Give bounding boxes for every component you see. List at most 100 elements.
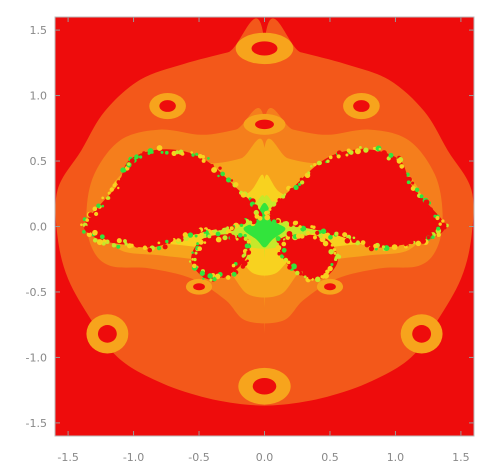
boundary-speck: [193, 257, 197, 262]
boundary-speck: [222, 235, 228, 241]
boundary-speck: [86, 228, 92, 233]
boundary-speck: [334, 231, 339, 236]
boundary-speck: [336, 154, 341, 159]
boundary-speck: [116, 244, 121, 249]
boundary-speck: [287, 265, 292, 270]
boundary-speck: [134, 241, 140, 248]
y-tick-label: 1.5: [30, 24, 48, 37]
boundary-speck: [88, 212, 94, 218]
boundary-speck: [344, 238, 351, 244]
boundary-speck: [194, 234, 198, 238]
boundary-speck: [117, 186, 120, 190]
boundary-speck: [312, 235, 317, 240]
boundary-speck: [192, 263, 197, 269]
boundary-speck: [315, 230, 320, 236]
boundary-speck: [101, 204, 105, 208]
boundary-speck: [246, 250, 252, 255]
boundary-speck: [373, 243, 378, 249]
boundary-speck: [299, 233, 305, 239]
boundary-speck: [218, 166, 222, 170]
boundary-speck: [182, 232, 188, 238]
boundary-speck: [264, 214, 271, 221]
boundary-speck: [293, 184, 299, 190]
boundary-speck: [241, 254, 246, 258]
boundary-speck: [435, 215, 440, 221]
boundary-speck: [300, 225, 307, 232]
boundary-speck: [322, 240, 329, 247]
boundary-speck: [277, 251, 282, 256]
boundary-speck: [120, 167, 126, 173]
boundary-speck: [247, 220, 253, 225]
boundary-speck: [290, 263, 297, 270]
boundary-speck: [438, 222, 442, 226]
boundary-speck: [286, 230, 293, 237]
boundary-speck: [396, 158, 402, 164]
boundary-speck: [129, 158, 135, 164]
boundary-speck: [270, 201, 277, 207]
boundary-speck: [127, 243, 133, 249]
boundary-speck: [383, 245, 390, 252]
boundary-speck: [277, 198, 282, 202]
boundary-speck: [275, 236, 281, 242]
boundary-speck: [92, 206, 98, 212]
boundary-speck: [436, 226, 441, 231]
boundary-speck: [427, 206, 434, 213]
boundary-speck: [207, 157, 210, 160]
boundary-speck: [360, 240, 366, 245]
boundary-speck: [230, 179, 234, 182]
boundary-speck: [298, 225, 302, 229]
satellite-core: [251, 41, 278, 56]
boundary-speck: [329, 230, 335, 236]
boundary-speck: [225, 275, 231, 280]
boundary-speck: [298, 271, 303, 276]
boundary-speck: [246, 259, 249, 263]
boundary-speck: [443, 225, 447, 230]
x-axis: -1.5 -1.0 -0.5 0.0 0.5 1.0 1.5: [57, 17, 470, 464]
boundary-speck: [415, 240, 422, 247]
boundary-speck: [216, 227, 220, 231]
boundary-speck: [313, 162, 317, 167]
boundary-speck: [214, 273, 221, 280]
y-tick-label: 0.0: [30, 221, 48, 234]
boundary-speck: [188, 260, 192, 263]
boundary-speck: [358, 146, 362, 149]
boundary-speck: [392, 158, 398, 164]
boundary-speck: [238, 232, 243, 238]
satellite-core: [252, 377, 277, 395]
boundary-speck: [303, 275, 307, 279]
boundary-speck: [231, 271, 237, 277]
boundary-speck: [201, 158, 206, 163]
boundary-speck: [220, 171, 226, 177]
boundary-speck: [383, 154, 388, 158]
boundary-speck: [246, 239, 251, 244]
boundary-speck: [247, 244, 252, 249]
boundary-speck: [330, 262, 334, 267]
y-axis: 1.5 1.0 0.5 0.0 -0.5 -1.0 -1.5: [26, 24, 474, 430]
boundary-speck: [315, 238, 319, 242]
boundary-speck: [363, 147, 369, 153]
boundary-speck: [109, 187, 114, 192]
boundary-speck: [123, 239, 127, 243]
boundary-speck: [305, 230, 311, 236]
boundary-speck: [211, 166, 218, 173]
boundary-speck: [378, 147, 382, 151]
boundary-speck: [275, 245, 282, 251]
boundary-speck: [300, 180, 305, 185]
boundary-speck: [138, 155, 143, 159]
boundary-speck: [164, 150, 169, 155]
satellite-core: [159, 100, 176, 112]
boundary-speck: [243, 236, 248, 241]
boundary-speck: [436, 232, 441, 238]
boundary-speck: [134, 154, 139, 160]
boundary-speck: [391, 244, 398, 250]
boundary-speck: [84, 225, 88, 229]
boundary-speck: [106, 196, 111, 200]
boundary-speck: [328, 234, 333, 240]
boundary-speck: [314, 276, 321, 283]
boundary-speck: [404, 243, 407, 247]
boundary-speck: [271, 219, 277, 224]
boundary-speck: [308, 275, 313, 280]
boundary-speck: [160, 150, 164, 154]
boundary-speck: [336, 150, 342, 156]
y-tick-label: -1.0: [26, 351, 47, 364]
